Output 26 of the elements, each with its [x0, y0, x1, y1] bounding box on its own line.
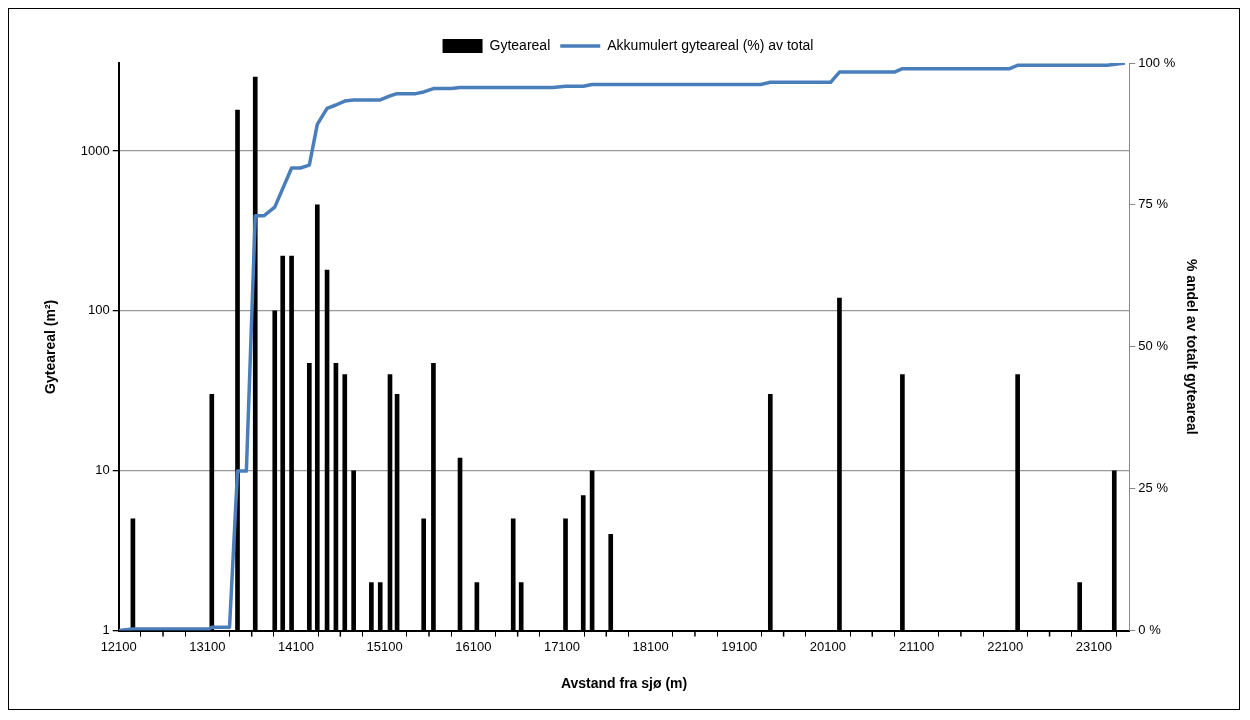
x-tick-label: 18100 — [632, 638, 669, 654]
x-tick-label: 17100 — [543, 638, 581, 654]
y-tick-label: 100 — [88, 302, 110, 318]
y-tick-label: 1000 — [80, 142, 110, 158]
y2-tick-label: 0 % — [1138, 622, 1162, 638]
y2-tick-label: 100 % — [1138, 54, 1176, 70]
legend-label: Akkumulert gyteareal (%) av total — [607, 36, 814, 53]
y2-tick-label: 25 % — [1138, 480, 1169, 496]
y-tick-label: 10 — [95, 462, 110, 478]
x-tick-label: 21100 — [898, 638, 935, 654]
x-tick-label: 14100 — [277, 638, 315, 654]
x-tick-label: 20100 — [809, 638, 846, 654]
x-tick-label: 15100 — [366, 638, 403, 654]
y2-tick-label: 50 % — [1138, 338, 1169, 354]
x-axis-title: Avstand fra sjø (m) — [560, 675, 688, 692]
y-axis-title: Gyteareal (m²) — [42, 299, 59, 394]
y2-tick-label: 75 % — [1138, 196, 1169, 212]
x-tick-label: 12100 — [100, 638, 137, 654]
y2-axis-title: % andel av totalt gyteareal — [1183, 258, 1200, 435]
y-tick-label: 1 — [102, 622, 110, 638]
legend-label: Gyteareal — [489, 36, 551, 53]
x-tick-label: 22100 — [987, 638, 1024, 654]
x-tick-label: 16100 — [455, 638, 492, 654]
x-tick-label: 13100 — [189, 638, 226, 654]
x-tick-label: 19100 — [721, 638, 758, 654]
x-tick-label: 23100 — [1075, 638, 1112, 654]
